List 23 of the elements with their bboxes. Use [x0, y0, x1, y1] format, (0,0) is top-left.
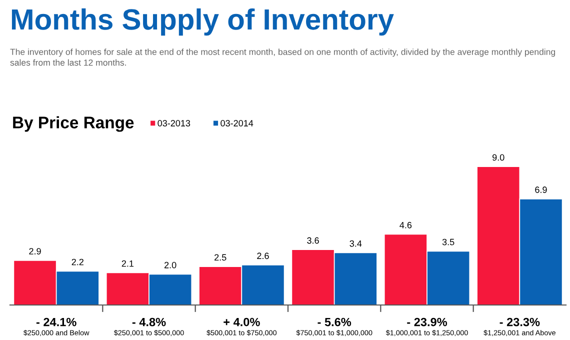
data-label: 2.9	[29, 248, 41, 254]
text: - 5.6%	[318, 318, 352, 326]
text: By Price Range	[13, 116, 134, 132]
text: - 23.3%	[500, 318, 540, 326]
data-label: 3.5	[442, 238, 454, 246]
data-label: 2.5	[214, 254, 226, 261]
data-label: 9.0	[492, 154, 504, 161]
chart-subtitle: The inventory of homes for sale at the end of the most recent month, based on one month of activity, divided by the average monthly pending sales from the last 12 months.	[10, 48, 556, 66]
data-label: 2.6	[257, 252, 269, 260]
text: - 24.1%	[36, 318, 76, 326]
data-label: 2.0	[164, 262, 176, 268]
data-label: 3.4	[350, 240, 362, 247]
chart-title: Months Supply of Inventory	[12, 8, 394, 36]
text: - 23.9%	[407, 318, 448, 326]
legend-label: 03-2013	[158, 120, 190, 126]
data-label: 4.6	[400, 222, 412, 228]
data-label: 2.1	[122, 260, 134, 267]
data-label: 2.2	[72, 258, 84, 266]
data-label: 3.6	[307, 237, 319, 244]
text: - 4.8%	[132, 318, 166, 326]
text: + 4.0%	[224, 318, 260, 326]
legend-label: 03-2014	[220, 120, 254, 126]
data-label: 6.9	[535, 186, 547, 193]
